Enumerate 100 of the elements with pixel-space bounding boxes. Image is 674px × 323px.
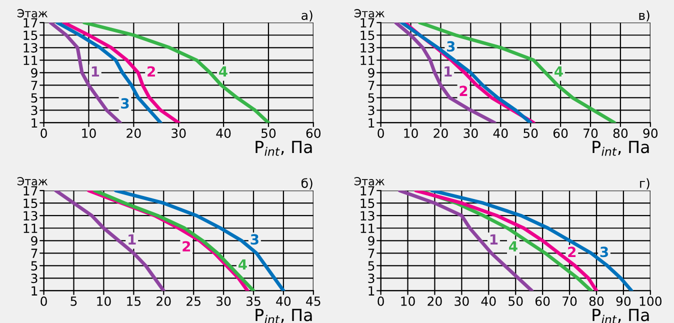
x-tick-label: 90 — [616, 296, 631, 306]
y-tick-label: 3 — [368, 274, 374, 284]
y-tick-label: 7 — [31, 80, 38, 90]
y-tick-label: 9 — [368, 68, 374, 78]
x-tick-label: 10 — [404, 128, 418, 138]
y-tick-label: 9 — [368, 236, 374, 246]
x-tick-label: 10 — [97, 296, 111, 306]
y-tick-label: 15 — [360, 198, 374, 208]
y-tick-label: 1 — [32, 118, 38, 128]
y-tick-label: 3 — [368, 106, 374, 116]
x-tick-label: 20 — [156, 296, 171, 306]
y-tick-label: 7 — [31, 248, 38, 258]
line-series — [418, 22, 616, 123]
y-tick-label: 13 — [360, 43, 374, 53]
series-label: 4 — [238, 259, 247, 270]
x-tick-label: 30 — [454, 296, 469, 306]
x-tick-label: 60 — [553, 128, 568, 138]
series-label: 3 — [121, 98, 129, 109]
series-label: 4 — [554, 66, 563, 77]
y-tick-label: 11 — [24, 56, 38, 65]
x-tick-label: 50 — [524, 128, 538, 138]
line-series — [394, 22, 496, 123]
y-axis-title: Этаж — [17, 177, 48, 186]
x-tick-label: 0 — [378, 128, 384, 138]
y-tick-label: 11 — [360, 224, 374, 233]
y-tick-label: 17 — [360, 186, 374, 196]
x-tick-label: 10 — [82, 128, 96, 138]
line-series — [114, 190, 286, 291]
x-tick-label: 10 — [401, 296, 415, 306]
y-tick-label: 17 — [24, 186, 38, 196]
series-label: 2 — [148, 66, 155, 77]
y-tick-label: 11 — [24, 224, 38, 233]
x-tick-label: 100 — [640, 296, 662, 306]
line-series — [48, 22, 122, 123]
y-tick-label: 5 — [31, 93, 38, 103]
x-tick-label: 25 — [186, 296, 200, 306]
x-tick-label: 20 — [126, 128, 141, 138]
y-tick-label: 5 — [368, 93, 374, 103]
y-tick-label: 9 — [31, 68, 38, 78]
series-label: 2 — [568, 246, 576, 257]
line-series — [56, 22, 162, 123]
x-axis-title: P$_{int}$, Па — [256, 140, 312, 156]
line-series — [62, 22, 180, 123]
y-tick-label: 3 — [31, 274, 38, 284]
series-label: 3 — [446, 41, 455, 52]
y-axis-title: Этаж — [17, 9, 48, 18]
chart-title: в) — [639, 10, 650, 22]
series-label: 2 — [460, 86, 468, 96]
x-tick-label: 80 — [613, 128, 628, 138]
x-tick-label: 40 — [216, 128, 231, 138]
x-tick-label: 40 — [481, 296, 496, 306]
x-tick-label: 40 — [493, 128, 508, 138]
x-tick-label: 40 — [276, 296, 291, 306]
x-tick-label: 5 — [70, 296, 77, 306]
y-axis-title: Этаж — [354, 9, 385, 18]
x-tick-label: 90 — [643, 128, 658, 138]
x-tick-label: 50 — [508, 296, 523, 306]
y-tick-label: 15 — [24, 30, 38, 40]
line-series — [82, 22, 270, 123]
x-tick-label: 30 — [172, 128, 186, 138]
y-tick-label: 15 — [360, 30, 374, 40]
line-series — [54, 190, 166, 291]
x-tick-label: 50 — [261, 128, 276, 138]
x-tick-label: 20 — [428, 296, 442, 306]
y-tick-label: 5 — [368, 261, 374, 271]
y-tick-label: 3 — [31, 106, 38, 116]
y-tick-label: 17 — [24, 18, 38, 28]
series-label: 3 — [600, 246, 608, 258]
x-tick-label: 70 — [584, 128, 598, 138]
x-tick-label: 20 — [434, 128, 448, 138]
y-tick-label: 1 — [368, 286, 374, 296]
x-tick-label: 35 — [246, 296, 260, 306]
series-label: 1 — [490, 234, 498, 244]
line-series — [430, 190, 634, 291]
line-series — [398, 190, 534, 291]
y-tick-label: 9 — [31, 236, 38, 246]
x-tick-label: 60 — [306, 128, 321, 138]
series-label: 1 — [128, 234, 136, 244]
series-label: 1 — [92, 66, 100, 77]
y-tick-label: 1 — [368, 118, 374, 128]
series-label: 2 — [182, 241, 190, 252]
x-tick-label: 80 — [589, 296, 604, 306]
chart-title: б) — [302, 178, 312, 190]
x-tick-label: 15 — [127, 296, 141, 306]
chart-title: г) — [640, 178, 650, 190]
x-tick-label: 45 — [306, 296, 320, 306]
y-tick-label: 13 — [24, 211, 38, 221]
x-tick-label: 70 — [562, 296, 577, 306]
x-tick-label: 0 — [40, 296, 47, 306]
y-tick-label: 11 — [360, 56, 374, 65]
y-tick-label: 1 — [32, 286, 38, 296]
x-tick-label: 30 — [216, 296, 231, 306]
y-tick-label: 15 — [24, 198, 38, 208]
x-tick-label: 0 — [40, 128, 47, 138]
y-tick-label: 7 — [368, 80, 374, 90]
series-label: 4 — [219, 66, 228, 77]
y-tick-label: 17 — [360, 18, 374, 28]
series-label: 4 — [509, 241, 518, 252]
x-tick-label: 30 — [464, 128, 478, 138]
series-label: 1 — [444, 66, 452, 77]
